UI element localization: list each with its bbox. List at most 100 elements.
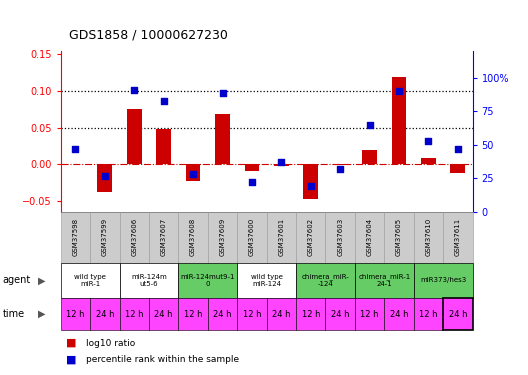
Bar — [421, 158, 436, 164]
Text: agent: agent — [3, 275, 31, 285]
Point — [248, 179, 256, 185]
Text: 12 h: 12 h — [125, 310, 144, 319]
Bar — [61, 212, 90, 262]
Text: miR-124m
ut5-6: miR-124m ut5-6 — [131, 274, 167, 286]
Bar — [296, 262, 355, 298]
Point — [71, 146, 80, 152]
Text: 24 h: 24 h — [331, 310, 350, 319]
Text: miR373/hes3: miR373/hes3 — [420, 278, 466, 284]
Point — [189, 171, 197, 177]
Text: GSM37603: GSM37603 — [337, 218, 343, 256]
Text: 24 h: 24 h — [449, 310, 467, 319]
Text: GSM37611: GSM37611 — [455, 218, 461, 256]
Bar — [333, 164, 347, 165]
Text: GSM37604: GSM37604 — [366, 218, 373, 256]
Bar — [443, 212, 473, 262]
Point — [218, 90, 227, 96]
Bar — [355, 212, 384, 262]
Text: 12 h: 12 h — [360, 310, 379, 319]
Text: ▶: ▶ — [38, 275, 45, 285]
Text: GSM37610: GSM37610 — [426, 218, 431, 256]
Text: ■: ■ — [66, 355, 77, 365]
Bar — [355, 298, 384, 330]
Bar — [208, 298, 237, 330]
Point — [365, 122, 374, 128]
Text: GSM37598: GSM37598 — [72, 218, 79, 256]
Bar — [237, 212, 267, 262]
Point — [454, 146, 462, 152]
Text: GSM37608: GSM37608 — [190, 218, 196, 256]
Bar — [414, 212, 443, 262]
Bar — [208, 212, 237, 262]
Bar — [267, 212, 296, 262]
Text: miR-124mut9-1
0: miR-124mut9-1 0 — [181, 274, 235, 286]
Bar — [267, 298, 296, 330]
Bar — [178, 298, 208, 330]
Bar — [215, 114, 230, 164]
Text: GSM37600: GSM37600 — [249, 218, 255, 256]
Point — [101, 173, 109, 179]
Point — [159, 98, 168, 104]
Point — [130, 87, 138, 93]
Bar — [119, 298, 149, 330]
Text: chimera_miR-1
24-1: chimera_miR-1 24-1 — [358, 274, 410, 287]
Bar — [127, 109, 142, 164]
Bar — [244, 164, 259, 171]
Text: GSM37601: GSM37601 — [278, 218, 285, 256]
Text: 24 h: 24 h — [96, 310, 114, 319]
Bar — [237, 262, 296, 298]
Text: chimera_miR-
-124: chimera_miR- -124 — [301, 274, 350, 287]
Point — [277, 159, 286, 165]
Text: log10 ratio: log10 ratio — [86, 339, 135, 348]
Text: GDS1858 / 10000627230: GDS1858 / 10000627230 — [69, 28, 228, 41]
Text: 12 h: 12 h — [419, 310, 438, 319]
Bar — [156, 129, 171, 164]
Bar — [61, 262, 119, 298]
Bar — [119, 262, 178, 298]
Point — [336, 166, 344, 172]
Text: 12 h: 12 h — [184, 310, 202, 319]
Text: time: time — [3, 309, 25, 319]
Point — [395, 88, 403, 94]
Text: GSM37607: GSM37607 — [161, 218, 167, 256]
Bar — [149, 212, 178, 262]
Text: GSM37606: GSM37606 — [131, 218, 137, 256]
Text: wild type
miR-1: wild type miR-1 — [74, 274, 106, 286]
Text: GSM37599: GSM37599 — [102, 218, 108, 256]
Bar — [392, 77, 407, 164]
Bar — [414, 298, 443, 330]
Bar — [296, 212, 325, 262]
Text: wild type
miR-124: wild type miR-124 — [251, 274, 282, 286]
Bar — [384, 212, 414, 262]
Bar — [325, 298, 355, 330]
Bar — [237, 298, 267, 330]
Bar — [450, 164, 465, 173]
Bar — [90, 298, 119, 330]
Bar — [178, 212, 208, 262]
Bar — [384, 298, 414, 330]
Text: 24 h: 24 h — [390, 310, 408, 319]
Text: ▶: ▶ — [38, 309, 45, 319]
Bar — [178, 262, 237, 298]
Text: 12 h: 12 h — [301, 310, 320, 319]
Bar — [325, 212, 355, 262]
Point — [307, 183, 315, 189]
Bar — [304, 164, 318, 200]
Bar — [274, 164, 289, 166]
Text: GSM37609: GSM37609 — [220, 218, 225, 256]
Bar — [149, 298, 178, 330]
Bar — [98, 164, 112, 192]
Point — [424, 138, 432, 144]
Bar — [119, 212, 149, 262]
Text: 24 h: 24 h — [154, 310, 173, 319]
Bar — [443, 298, 473, 330]
Text: 24 h: 24 h — [213, 310, 232, 319]
Text: ■: ■ — [66, 338, 77, 348]
Bar — [61, 298, 90, 330]
Bar — [414, 262, 473, 298]
Text: percentile rank within the sample: percentile rank within the sample — [86, 356, 239, 364]
Bar — [90, 212, 119, 262]
Text: 12 h: 12 h — [66, 310, 84, 319]
Bar — [296, 298, 325, 330]
Text: 24 h: 24 h — [272, 310, 290, 319]
